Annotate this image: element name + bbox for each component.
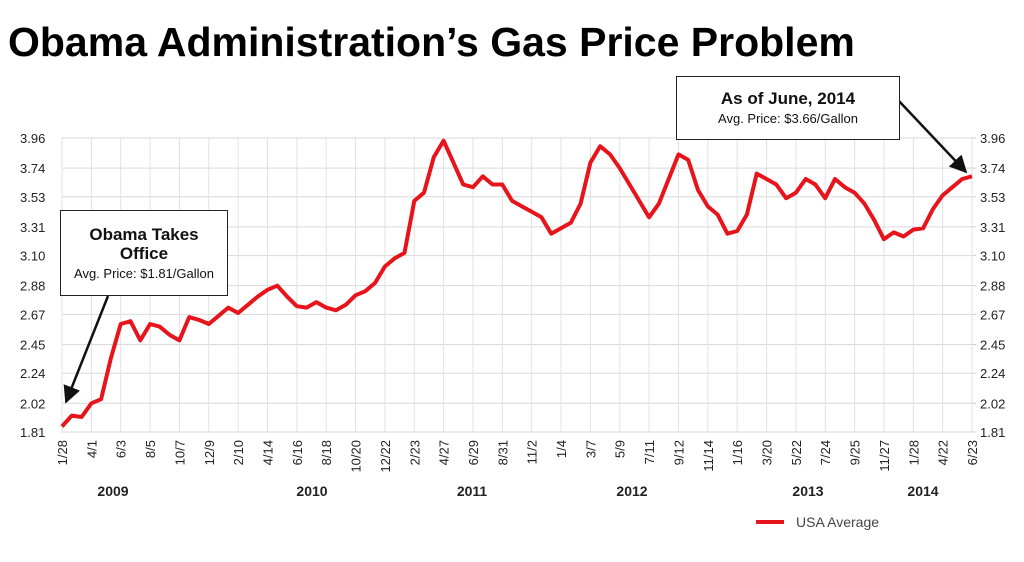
y-tick-label: 2.67 <box>20 307 45 322</box>
annotation-text: Avg. Price: $3.66/Gallon <box>718 111 858 126</box>
x-tick-label: 9/25 <box>848 440 863 465</box>
x-tick-label: 4/22 <box>936 440 951 465</box>
y2-tick-label: 3.31 <box>980 220 1005 235</box>
y2-tick-label: 3.96 <box>980 131 1005 146</box>
y2-tick-label: 3.10 <box>980 249 1005 264</box>
x-tick-label: 9/12 <box>671 440 686 465</box>
x-tick-label: 8/31 <box>495 440 510 465</box>
annotation-title: Obama Takes Office <box>89 225 199 263</box>
year-label: 2011 <box>457 483 488 499</box>
y2-tick-label: 2.45 <box>980 337 1005 352</box>
x-tick-label: 5/22 <box>789 440 804 465</box>
year-label: 2009 <box>97 483 128 499</box>
x-tick-label: 6/3 <box>114 440 129 458</box>
x-tick-label: 10/20 <box>349 440 364 473</box>
x-tick-label: 6/16 <box>290 440 305 465</box>
x-tick-label: 7/11 <box>642 440 657 464</box>
y2-tick-label: 2.24 <box>980 366 1005 381</box>
y-tick-label: 1.81 <box>20 425 45 440</box>
x-tick-label: 11/27 <box>877 440 892 472</box>
x-tick-label: 3/7 <box>583 440 598 458</box>
line <box>60 138 973 428</box>
y2-tick-label: 3.74 <box>980 161 1005 176</box>
y-tick-label: 2.02 <box>20 396 45 411</box>
y-tick-label: 3.31 <box>20 220 45 235</box>
x-tick-label: 8/18 <box>319 440 334 465</box>
year-label: 2014 <box>907 483 938 499</box>
x-tick-label: 4/14 <box>260 440 275 465</box>
y2-tick-label: 3.53 <box>980 190 1005 205</box>
x-tick-label: 4/1 <box>84 440 99 458</box>
x-tick-label: 7/24 <box>818 440 833 465</box>
legend-label: USA Average <box>796 514 879 530</box>
year-label: 2013 <box>792 483 823 499</box>
chart-title: Obama Administration’s Gas Price Problem <box>8 19 855 65</box>
y2-tick-label: 2.88 <box>980 279 1005 294</box>
x-tick-label: 4/27 <box>437 440 452 465</box>
annotation-box: As of June, 2014 Avg. Price: $3.66/Gallo… <box>676 76 900 140</box>
x-tick-label: 11/2 <box>525 440 540 464</box>
annotation-title: As of June, 2014 <box>720 89 856 108</box>
x-tick-label: 2/23 <box>407 440 422 465</box>
y2-tick-label: 1.81 <box>980 425 1005 440</box>
y2-tick-label: 2.02 <box>980 396 1005 411</box>
x-tick-label: 8/5 <box>143 440 158 458</box>
x-tick-label: 3/20 <box>760 440 775 465</box>
y-tick-label: 3.53 <box>20 190 45 205</box>
x-tick-label: 12/9 <box>202 440 217 465</box>
y-tick-label: 3.74 <box>20 161 45 176</box>
y2-tick-label: 2.67 <box>980 307 1005 322</box>
x-tick-label: 5/9 <box>613 440 628 458</box>
x-tick-label: 10/7 <box>172 440 187 465</box>
x-tick-label: 6/23 <box>965 440 980 465</box>
annotation-box: Obama Takes Office Avg. Price: $1.81/Gal… <box>60 210 228 296</box>
x-tick-label: 11/14 <box>701 440 716 472</box>
y-tick-label: 2.88 <box>20 279 45 294</box>
y-tick-label: 3.96 <box>20 131 45 146</box>
y-tick-label: 3.10 <box>20 249 45 264</box>
arrow <box>897 99 968 174</box>
x-tick-label: 1/28 <box>906 440 921 465</box>
y-tick-label: 2.45 <box>20 337 45 352</box>
x-tick-label: 6/29 <box>466 440 481 465</box>
annotation-text: Avg. Price: $1.81/Gallon <box>74 266 214 281</box>
x-tick-label: 1/28 <box>55 440 70 465</box>
y-tick-label: 2.24 <box>20 366 45 381</box>
arrow <box>63 295 110 404</box>
x-tick-label: 1/4 <box>554 440 569 458</box>
x-tick-label: 1/16 <box>730 440 745 465</box>
year-label: 2010 <box>296 483 327 499</box>
year-label: 2012 <box>616 483 647 499</box>
x-tick-label: 2/10 <box>231 440 246 465</box>
x-tick-label: 12/22 <box>378 440 393 473</box>
